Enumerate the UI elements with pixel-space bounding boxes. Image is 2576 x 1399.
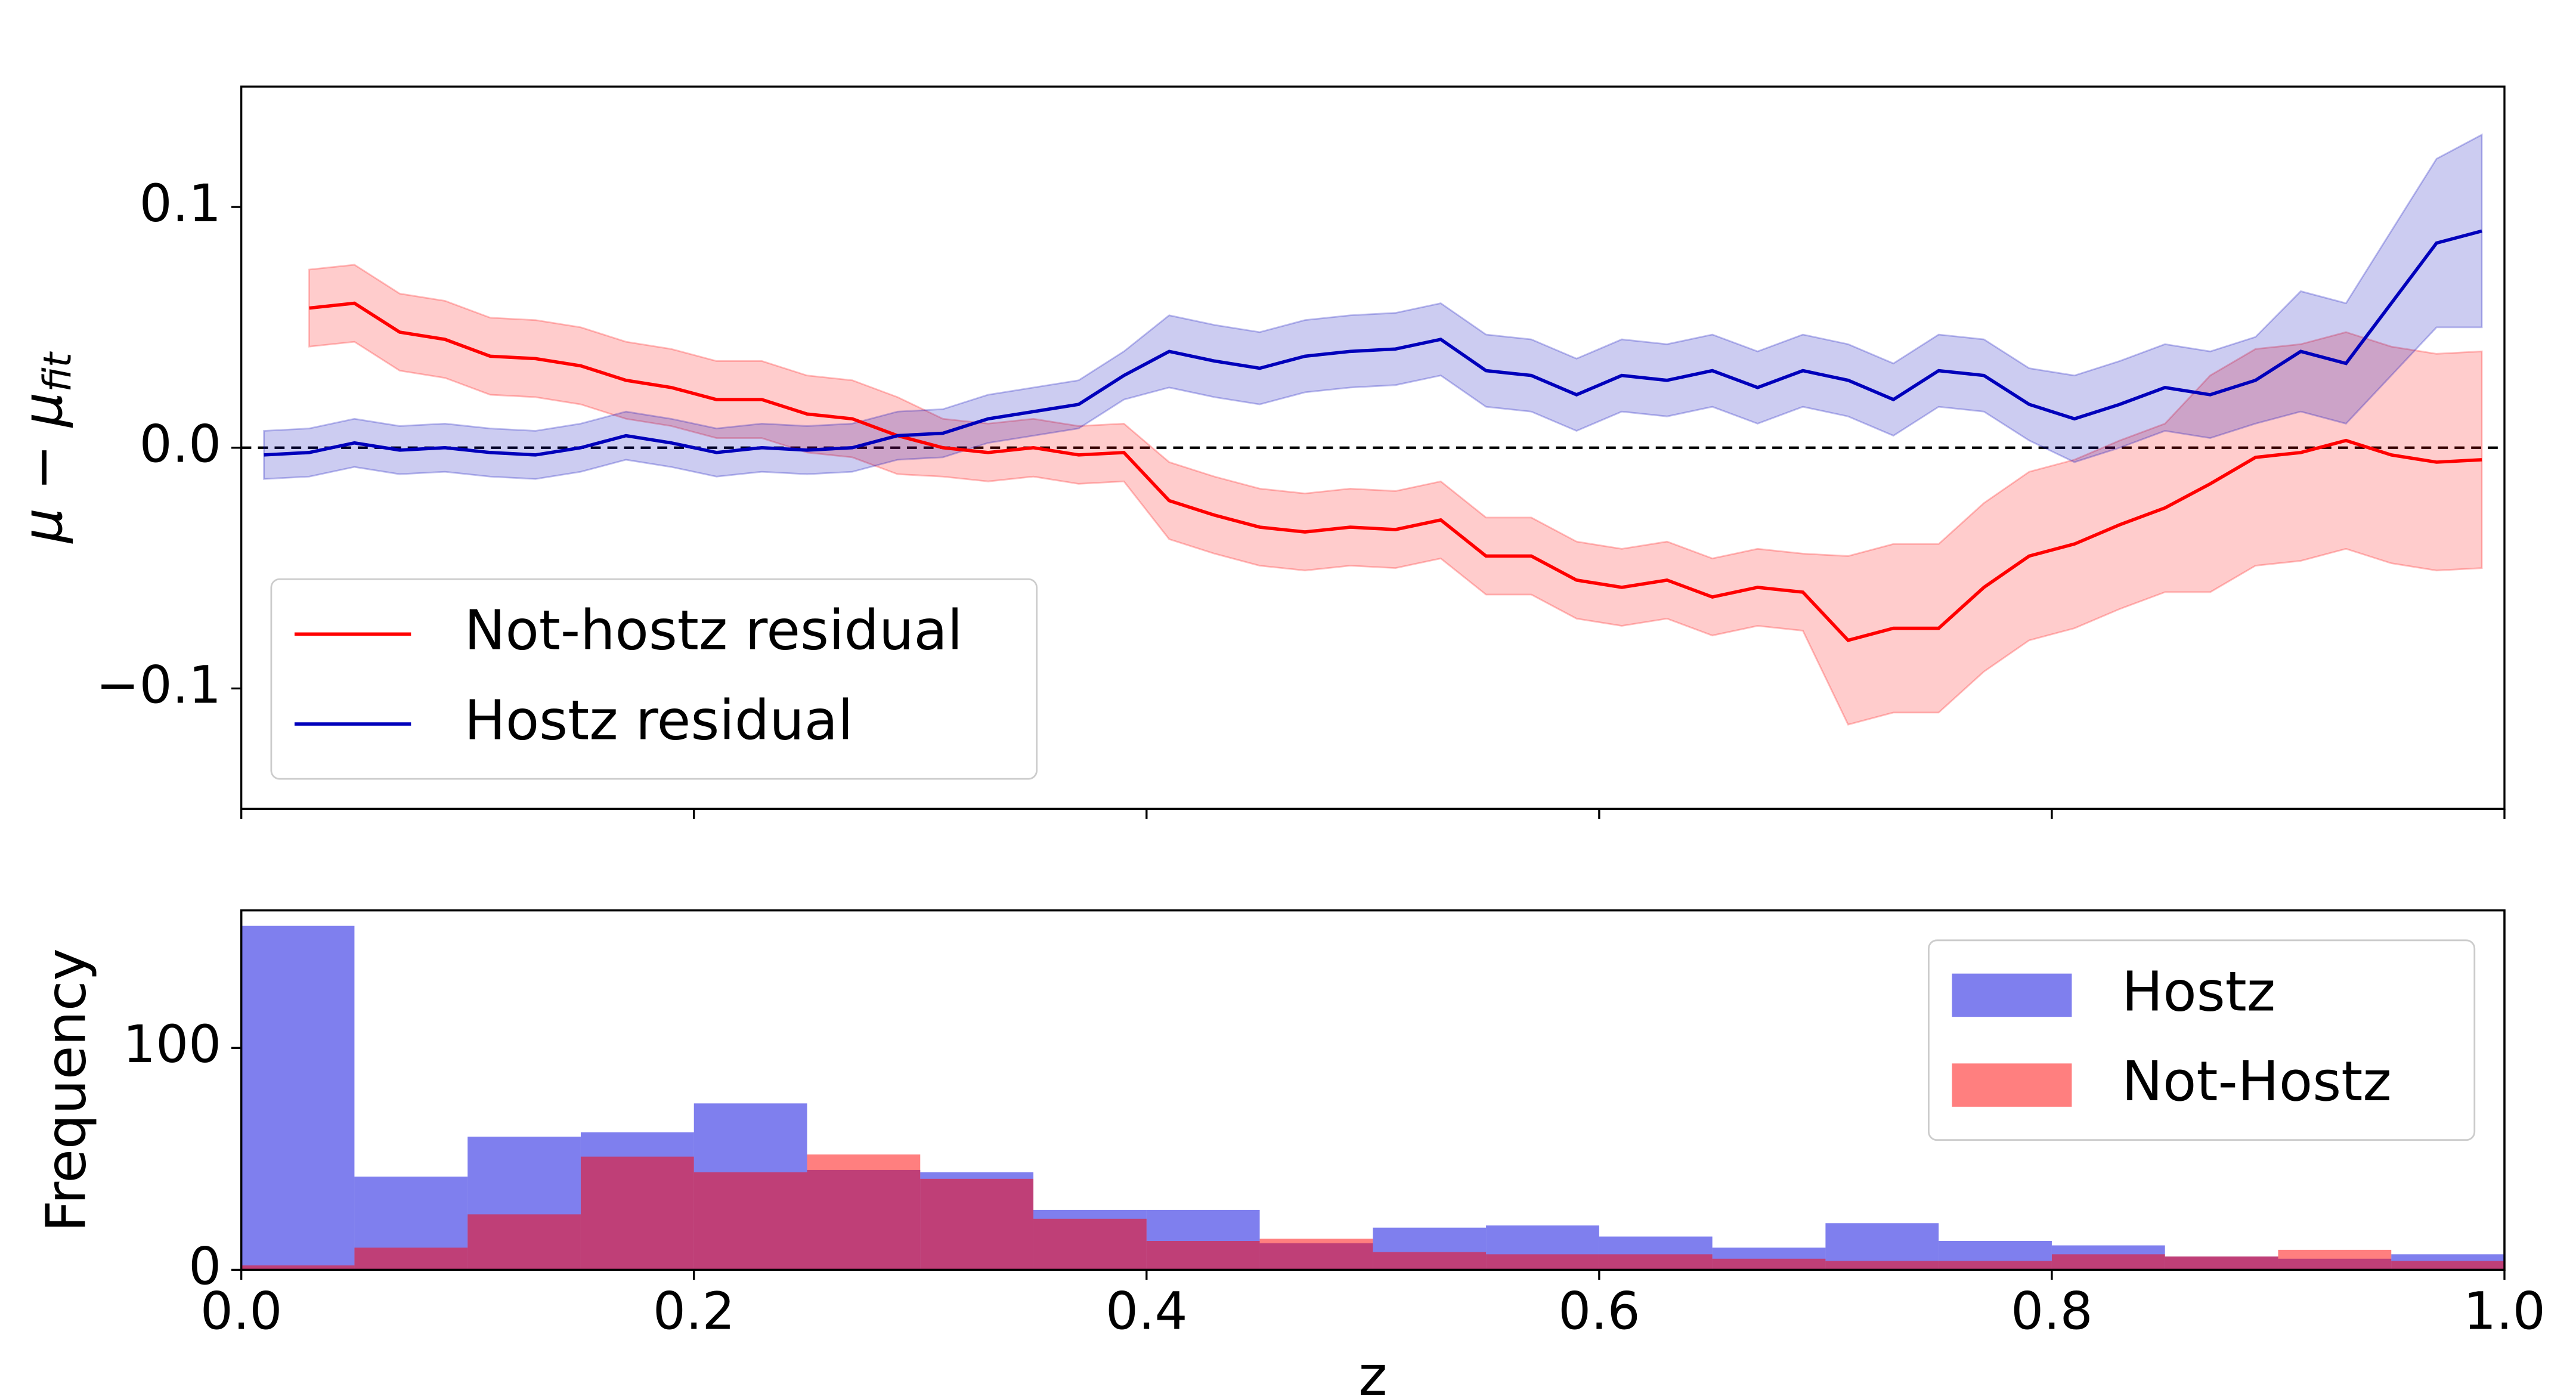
y-tick-label: 0 [188, 1237, 221, 1296]
x-tick-label: 0.2 [653, 1282, 735, 1342]
error-band [308, 264, 2483, 726]
histogram-bar [1825, 1261, 1939, 1270]
histogram-bar [1712, 1258, 1826, 1270]
x-axis-label: z [1358, 1344, 1387, 1399]
axes-frame [240, 909, 2506, 1271]
legend-label: Not-Hostz [2122, 1050, 2392, 1113]
histogram-bar [920, 1178, 1034, 1270]
histogram-bar [693, 1172, 807, 1270]
histogram-bar [2278, 1249, 2392, 1270]
histogram-bar [1373, 1252, 1487, 1270]
y-axis-label-subscript: fit [35, 351, 80, 392]
legend-frame [270, 578, 1038, 780]
histogram-bar [1486, 1254, 1599, 1270]
y-tick-label: 100 [123, 1015, 221, 1075]
x-tick-label: 1.0 [2463, 1282, 2546, 1342]
legend-swatch [1952, 1063, 2072, 1107]
x-tick-label: 0.0 [200, 1282, 283, 1342]
histogram-bar [354, 1248, 468, 1270]
histogram-bar [580, 1156, 694, 1270]
histogram-bar [2391, 1261, 2504, 1270]
x-tick-label: 0.6 [1558, 1282, 1640, 1342]
y-axis-label-main: μ − μ [11, 392, 75, 544]
x-tick-label: 0.8 [2011, 1282, 2093, 1342]
histogram-bar [1599, 1254, 1713, 1270]
histogram-bar [2165, 1256, 2278, 1270]
histogram-bar [467, 1214, 581, 1270]
legend-swatch [1952, 973, 2072, 1017]
legend-label: Hostz [2122, 960, 2275, 1023]
x-tick-label: 0.4 [1106, 1282, 1188, 1342]
y-tick-label: 0.1 [140, 174, 222, 234]
line [309, 301, 2482, 642]
histogram-bar [1259, 1239, 1373, 1270]
histogram-bar [1939, 1261, 2052, 1270]
histogram-bar [1146, 1241, 1260, 1270]
histogram-bar [241, 926, 355, 1270]
legend-label: Not-hostz residual [465, 599, 963, 663]
error-band [263, 133, 2483, 480]
y-axis-label: μ − μfit [11, 351, 80, 544]
histogram-bar [241, 1265, 355, 1270]
line [264, 229, 2482, 457]
y-tick-label: −0.1 [96, 655, 221, 715]
legend-label: Hostz residual [465, 688, 853, 752]
histogram-bar [2051, 1254, 2165, 1270]
histogram-bar [807, 1154, 921, 1270]
y-axis-label: Frequency [35, 948, 98, 1232]
y-tick-label: 0.0 [140, 415, 222, 475]
histogram-bar [1033, 1218, 1147, 1270]
